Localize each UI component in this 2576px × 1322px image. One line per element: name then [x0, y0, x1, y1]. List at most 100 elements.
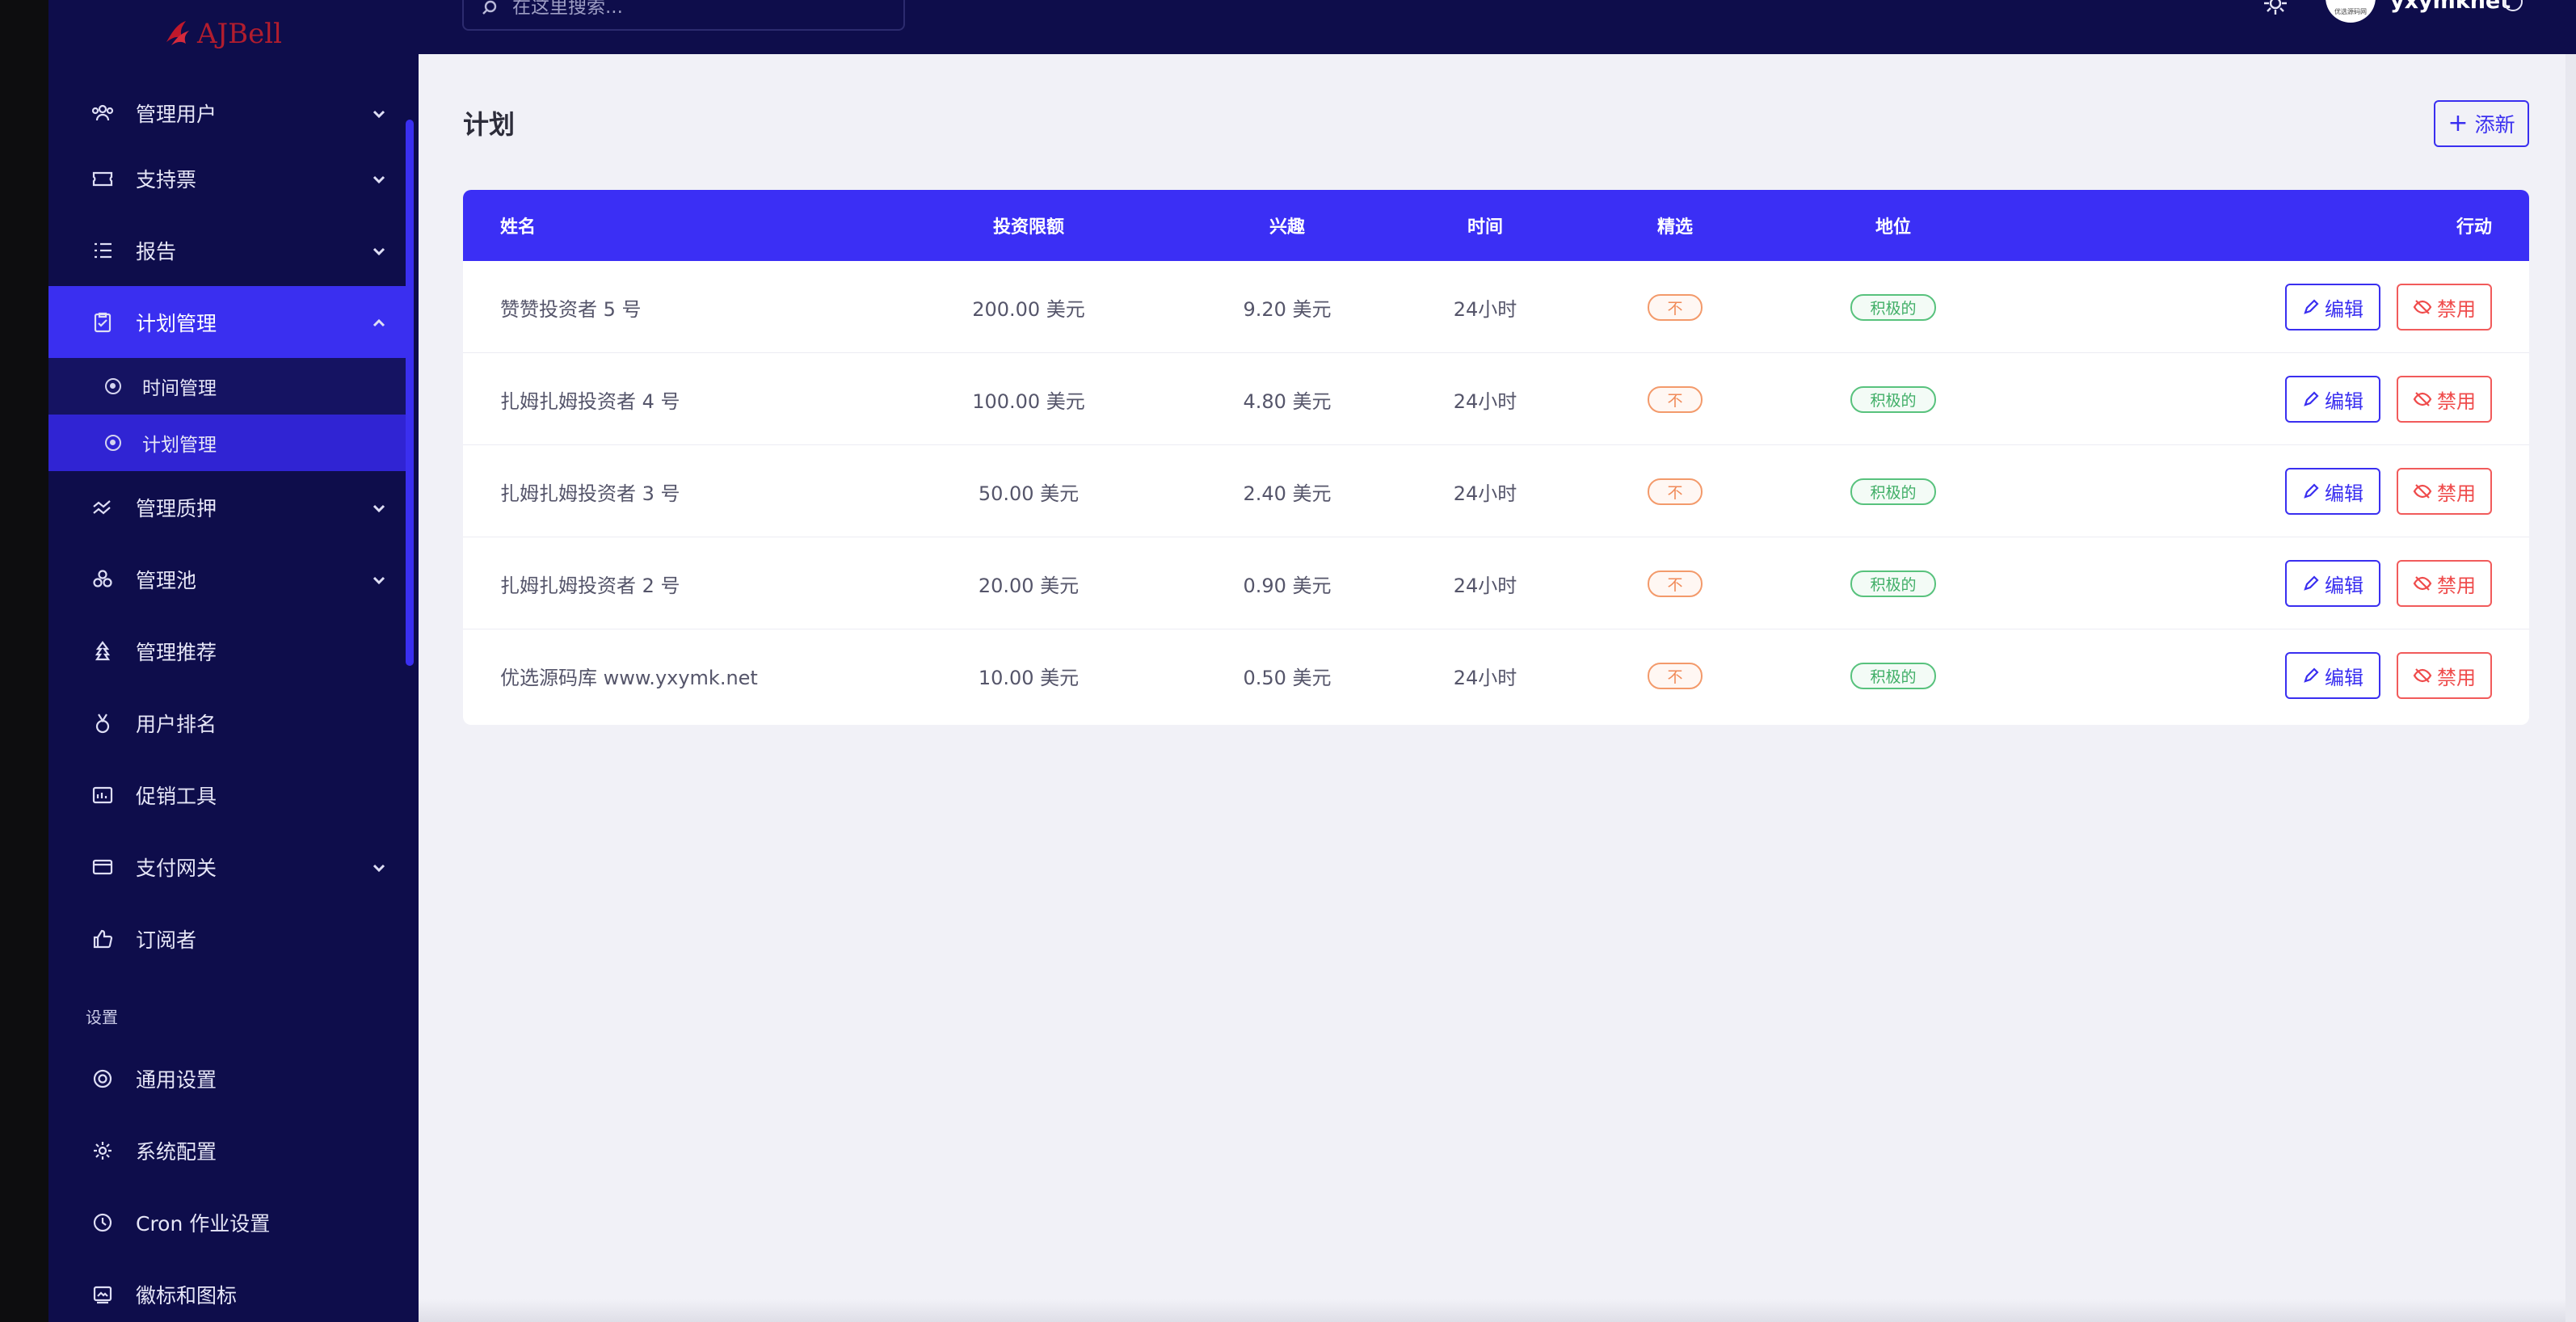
plus-icon: +: [2448, 109, 2469, 137]
table-row: 扎姆扎姆投资者 3 号 50.00 美元 2.40 美元 24小时 不 积极的 …: [463, 445, 2529, 537]
sidebar-item-label: Cron 作业设置: [136, 1211, 271, 1236]
cell-interest: 2.40 美元: [1243, 482, 1332, 505]
sidebar: AJBell 管理用户 支持票 报告 计划管理 时间管理: [48, 0, 419, 1322]
sidebar-item-label: 管理用户: [136, 103, 217, 126]
sidebar-item-label: 通用设置: [136, 1067, 217, 1092]
edit-button[interactable]: 编辑: [2285, 560, 2380, 607]
main-content: 计划 + 添新 姓名 投资限额 兴趣 时间 精选 地位 行动 赞赞投资者 5 号…: [419, 54, 2576, 1322]
header-featured[interactable]: 精选: [1656, 217, 1693, 238]
sidebar-scrollbar[interactable]: [406, 120, 414, 666]
tree-icon: [89, 638, 116, 665]
lifebuoy-icon: [89, 1065, 116, 1093]
eye-slash-icon: [2413, 392, 2432, 406]
disable-button[interactable]: 禁用: [2397, 468, 2492, 515]
header-interest[interactable]: 兴趣: [1269, 217, 1305, 238]
sidebar-item-subscribers[interactable]: 订阅者: [48, 903, 406, 975]
sidebar-item-general-settings[interactable]: 通用设置: [48, 1042, 406, 1114]
sidebar-item-plan-management[interactable]: 计划管理: [48, 286, 406, 358]
featured-badge: 不: [1648, 385, 1703, 413]
ticket-icon: [89, 165, 116, 192]
cell-featured: 不: [1614, 537, 1736, 629]
sidebar-item-logo-favicon[interactable]: 徽标和图标: [48, 1258, 406, 1322]
image-icon: [89, 1281, 116, 1308]
header-action: 行动: [2456, 217, 2492, 238]
chevron-down-icon: [370, 858, 388, 876]
logo[interactable]: AJBell: [162, 11, 282, 57]
sidebar-item-manage-referrals[interactable]: 管理推荐: [48, 615, 406, 687]
table-row: 赞赞投资者 5 号 200.00 美元 9.20 美元 24小时 不 积极的 编…: [463, 261, 2529, 353]
disable-button[interactable]: 禁用: [2397, 652, 2492, 699]
disable-button[interactable]: 禁用: [2397, 376, 2492, 423]
search-box[interactable]: [462, 0, 905, 31]
settings-gear-icon[interactable]: [2259, 0, 2292, 19]
status-badge: 积极的: [1850, 478, 1936, 505]
sidebar-item-label: 计划管理: [136, 311, 217, 335]
disable-label: 禁用: [2437, 482, 2476, 505]
search-icon: [482, 0, 497, 15]
sidebar-item-system-config[interactable]: 系统配置: [48, 1114, 406, 1186]
sidebar-item-label: 管理池: [136, 568, 197, 592]
sidebar-item-payment-gateway[interactable]: 支付网关: [48, 831, 406, 903]
add-new-button[interactable]: + 添新: [2434, 100, 2529, 147]
sidebar-item-label: 管理推荐: [136, 640, 217, 664]
sidebar-item-cron-settings[interactable]: Cron 作业设置: [48, 1186, 406, 1258]
sidebar-subitem-plan-management[interactable]: 计划管理: [48, 415, 406, 471]
cell-name: 扎姆扎姆投资者 2 号: [500, 574, 680, 597]
edit-button[interactable]: 编辑: [2285, 284, 2380, 330]
sidebar-subitem-label: 计划管理: [142, 435, 217, 456]
status-badge: 积极的: [1850, 385, 1936, 413]
edit-button[interactable]: 编辑: [2285, 376, 2380, 423]
medal-icon: [89, 709, 116, 737]
chevron-down-icon: [370, 242, 388, 259]
cell-actions: 编辑 禁用: [2285, 261, 2492, 353]
header-name[interactable]: 姓名: [500, 217, 537, 238]
cell-limit: 100.00 美元: [972, 389, 1085, 413]
table-row: 优选源码库 www.yxymk.net 10.00 美元 0.50 美元 24小…: [463, 629, 2529, 722]
disable-label: 禁用: [2437, 574, 2476, 597]
chart-line-icon: [89, 494, 116, 521]
sidebar-section-settings: 设置: [86, 1008, 118, 1027]
cell-status: 积极的: [1812, 261, 1974, 353]
chevron-down-icon: [370, 104, 388, 122]
sidebar-subitem-time-management[interactable]: 时间管理: [48, 358, 406, 415]
sidebar-item-support-tickets[interactable]: 支持票: [48, 142, 406, 214]
window-edge: [0, 0, 48, 1322]
disable-label: 禁用: [2437, 297, 2476, 321]
edit-button[interactable]: 编辑: [2285, 652, 2380, 699]
disable-button[interactable]: 禁用: [2397, 284, 2492, 330]
sidebar-item-reports[interactable]: 报告: [48, 214, 406, 286]
topbar: 优选源码网 yxymknet: [419, 0, 2576, 54]
page-scrollbar[interactable]: [2565, 54, 2576, 1322]
cell-actions: 编辑 禁用: [2285, 445, 2492, 537]
sidebar-subnav: 时间管理 计划管理: [48, 358, 406, 471]
search-input[interactable]: [512, 0, 868, 18]
chevron-down-icon: [370, 570, 388, 588]
disable-label: 禁用: [2437, 666, 2476, 689]
edit-button[interactable]: 编辑: [2285, 468, 2380, 515]
table-header: 姓名 投资限额 兴趣 时间 精选 地位 行动: [463, 190, 2529, 261]
chevron-down-icon: [370, 170, 388, 187]
cell-name: 优选源码库 www.yxymk.net: [500, 666, 758, 689]
sidebar-item-label: 报告: [136, 239, 177, 263]
edit-label: 编辑: [2325, 389, 2363, 413]
sidebar-item-manage-pool[interactable]: 管理池: [48, 543, 406, 615]
plans-table: 姓名 投资限额 兴趣 时间 精选 地位 行动 赞赞投资者 5 号 200.00 …: [463, 190, 2529, 725]
sidebar-item-label: 管理质押: [136, 496, 217, 520]
sidebar-item-user-ranking[interactable]: 用户排名: [48, 687, 406, 759]
table-row: 扎姆扎姆投资者 2 号 20.00 美元 0.90 美元 24小时 不 积极的 …: [463, 537, 2529, 629]
cell-featured: 不: [1614, 261, 1736, 353]
header-status[interactable]: 地位: [1875, 217, 1911, 238]
eye-slash-icon: [2413, 668, 2432, 683]
header-limit[interactable]: 投资限额: [992, 217, 1064, 238]
logo-text: AJBell: [197, 18, 283, 50]
sidebar-item-promo-tools[interactable]: 促销工具: [48, 759, 406, 831]
avatar[interactable]: 优选源码网: [2326, 0, 2376, 23]
sidebar-item-manage-staking[interactable]: 管理质押: [48, 471, 406, 543]
sidebar-item-manage-users[interactable]: 管理用户: [48, 84, 406, 142]
disable-button[interactable]: 禁用: [2397, 560, 2492, 607]
table-row: 扎姆扎姆投资者 4 号 100.00 美元 4.80 美元 24小时 不 积极的…: [463, 353, 2529, 445]
header-time[interactable]: 时间: [1467, 217, 1503, 238]
sidebar-item-label: 徽标和图标: [136, 1283, 238, 1307]
username[interactable]: yxymknet: [2390, 0, 2511, 14]
cell-status: 积极的: [1812, 629, 1974, 722]
